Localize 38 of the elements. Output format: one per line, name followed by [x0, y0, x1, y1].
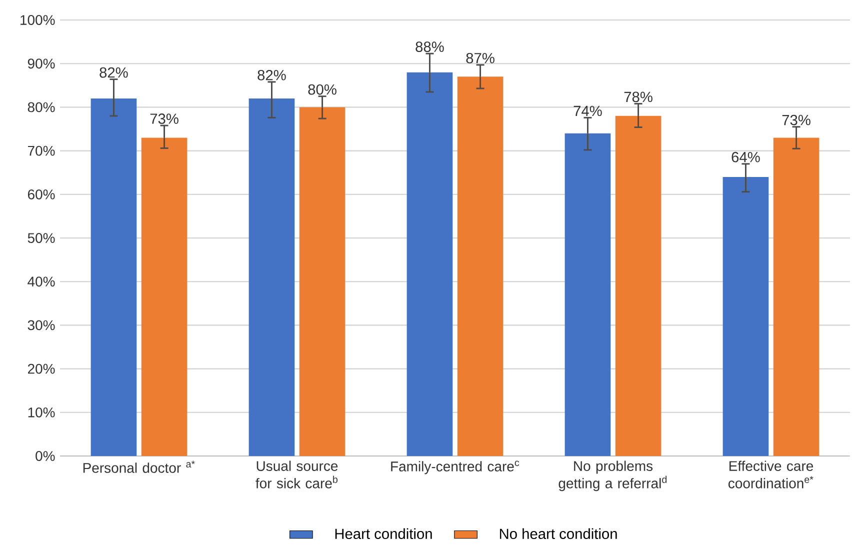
y-tick-label: 0% [36, 451, 55, 461]
data-label: 64% [732, 152, 760, 162]
bar [457, 76, 504, 456]
y-tick-label: 40% [28, 276, 55, 287]
bar [773, 138, 820, 456]
data-label: 87% [466, 52, 494, 64]
bar [615, 116, 662, 456]
y-tick-label: 50% [28, 233, 55, 243]
y-tick-label: 30% [28, 320, 55, 330]
bar [248, 98, 295, 456]
data-label: 88% [416, 42, 444, 52]
y-tick-label: 60% [28, 189, 55, 200]
x-tick-label: Family-centred care$^{c}$ [391, 460, 520, 474]
y-tick-label: 20% [28, 364, 55, 374]
x-tick-label: No problems getting a referral$^{d}$ [558, 460, 667, 492]
bar [564, 133, 611, 456]
y-tick-label: 100% [20, 15, 55, 25]
data-label: 78% [624, 92, 652, 102]
data-label: 82% [258, 70, 286, 80]
bar [406, 72, 453, 456]
data-label: 73% [150, 114, 178, 124]
y-tick-label: 90% [28, 58, 55, 69]
y-tick-label: 70% [28, 146, 55, 156]
y-tick-label: 10% [28, 407, 55, 418]
bar [90, 98, 137, 456]
bar [299, 107, 346, 456]
bar [722, 176, 769, 456]
data-label: 80% [308, 84, 336, 95]
data-label: 82% [100, 67, 128, 78]
data-label: 74% [574, 106, 602, 116]
bar [141, 138, 188, 456]
x-tick-label: Personal doctor $^{a*}$ [83, 460, 195, 473]
x-tick-label: Effective care coordination$^{e*}$ [728, 460, 814, 488]
x-tick-label: Usual source for sick care$^{b}$ [256, 460, 338, 488]
legend-label: Heart condition [335, 528, 432, 540]
data-label: 73% [782, 114, 810, 126]
y-tick-label: 80% [28, 102, 55, 112]
legend-label: No heart condition [500, 528, 617, 540]
